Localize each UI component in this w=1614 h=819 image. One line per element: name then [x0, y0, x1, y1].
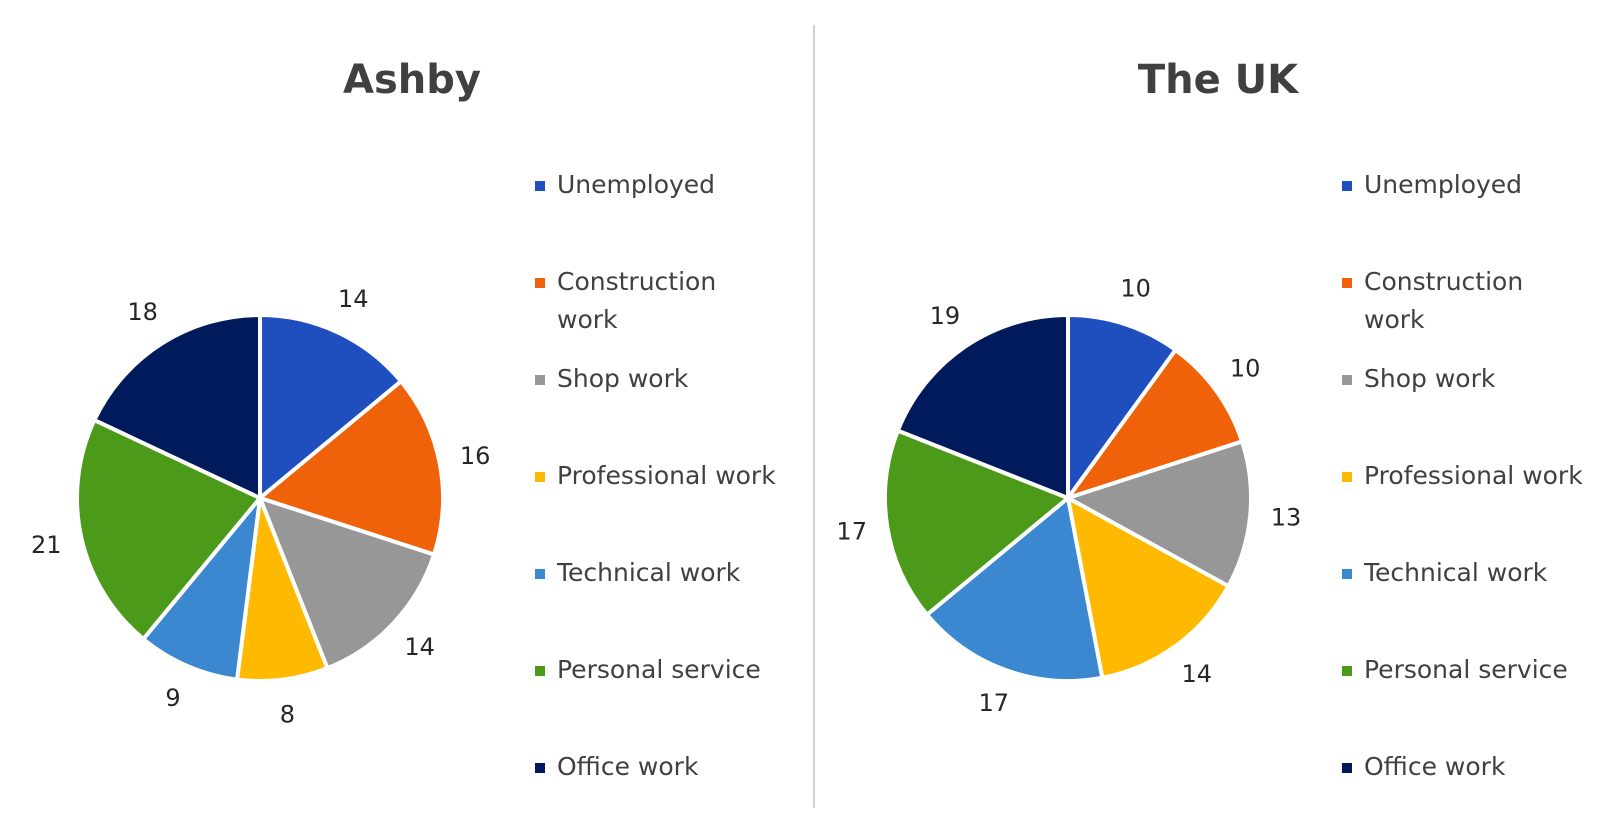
legend-item-technical-work: Technical work [535, 558, 741, 587]
legend-swatch [1342, 181, 1352, 191]
legend-item-construction-work: Construction work [535, 267, 716, 334]
data-label-technical-work: 17 [979, 689, 1010, 717]
pie-slice-unemployed [258, 313, 404, 500]
data-label-unemployed: 14 [338, 285, 369, 313]
data-label-professional-work: 14 [1181, 660, 1212, 688]
legend-item-shop-work: Shop work [1342, 364, 1496, 393]
legend-item-personal-service: Personal service [535, 655, 761, 684]
data-label-office-work: 18 [127, 298, 158, 326]
legend-label: Technical work [556, 558, 741, 587]
legend-label: Shop work [1364, 364, 1496, 393]
legend-item-office-work: Office work [1342, 752, 1506, 781]
chart-title: Ashby [343, 57, 481, 103]
data-label-professional-work: 8 [280, 700, 295, 728]
pie-slice-personal-service [75, 418, 262, 642]
data-label-office-work: 19 [930, 302, 961, 330]
data-label-shop-work: 13 [1271, 504, 1302, 532]
data-label-technical-work: 9 [165, 684, 180, 712]
data-label-construction-work: 16 [460, 442, 491, 470]
chart-panel-uk: The UK 10 10 13 14 17 17 19 Unemployed Constructi… [836, 57, 1583, 781]
pie-slice-unemployed [1066, 313, 1178, 500]
legend-item-construction-work: Construction work [1342, 267, 1523, 334]
legend-label: Construction work [557, 267, 716, 334]
pie-slice-technical-work [141, 496, 262, 682]
legend-label: Office work [557, 752, 699, 781]
legend-swatch [1342, 666, 1352, 676]
legend-label: Personal service [1364, 655, 1568, 684]
legend-swatch [1342, 569, 1352, 579]
legend-swatch [535, 278, 545, 288]
pie-slice-professional-work [1066, 496, 1231, 680]
data-label-personal-service: 21 [31, 531, 62, 559]
legend-swatch [535, 181, 545, 191]
chart-title: The UK [1138, 57, 1300, 103]
legend-swatch [1342, 375, 1352, 385]
pie-slice-technical-work [924, 496, 1105, 683]
legend-label: Shop work [557, 364, 689, 393]
pie-slice-office-work [895, 313, 1070, 500]
legend-swatch [535, 569, 545, 579]
legend-label: Construction work [1364, 267, 1523, 334]
legend-item-unemployed: Unemployed [535, 170, 715, 199]
legend-label: Personal service [557, 655, 761, 684]
legend-label: Office work [1364, 752, 1506, 781]
legend-item-technical-work: Technical work [1342, 558, 1548, 587]
legend-item-professional-work: Professional work [1342, 461, 1583, 490]
data-label-construction-work: 10 [1230, 354, 1261, 382]
legend-item-office-work: Office work [535, 752, 699, 781]
pie-slice-personal-service [883, 428, 1070, 617]
pie-slice-shop-work [1066, 439, 1253, 589]
legend-swatch [535, 666, 545, 676]
data-label-shop-work: 14 [404, 633, 435, 661]
legend-swatch [1342, 278, 1352, 288]
legend-label: Unemployed [1364, 170, 1522, 199]
pie-slice-office-work [92, 313, 262, 500]
data-label-unemployed: 10 [1120, 275, 1151, 303]
data-label-personal-service: 17 [836, 517, 867, 545]
legend-swatch [535, 763, 545, 773]
chart-panel-ashby: Ashby 14 16 14 8 9 21 18 Unemployed Construction w… [31, 57, 776, 781]
legend-swatch [535, 472, 545, 482]
pie-slice-shop-work [258, 496, 437, 671]
legend-item-unemployed: Unemployed [1342, 170, 1522, 199]
legend-label: Professional work [1364, 461, 1583, 490]
legend-label: Unemployed [557, 170, 715, 199]
legend-item-professional-work: Professional work [535, 461, 776, 490]
pie-slice-construction-work [1066, 347, 1245, 500]
legend-item-shop-work: Shop work [535, 364, 689, 393]
legend-label: Technical work [1363, 558, 1548, 587]
legend-swatch [1342, 763, 1352, 773]
legend-swatch [535, 375, 545, 385]
legend-swatch [1342, 472, 1352, 482]
legend-label: Professional work [557, 461, 776, 490]
legend-item-personal-service: Personal service [1342, 655, 1568, 684]
